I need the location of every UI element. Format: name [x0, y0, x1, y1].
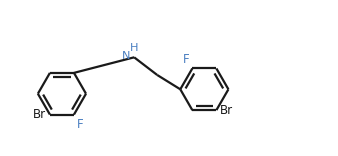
Text: Br: Br: [33, 108, 46, 121]
Text: F: F: [183, 53, 189, 66]
Text: H: H: [130, 43, 138, 53]
Text: F: F: [77, 117, 83, 131]
Text: N: N: [122, 51, 130, 61]
Text: Br: Br: [220, 104, 234, 117]
